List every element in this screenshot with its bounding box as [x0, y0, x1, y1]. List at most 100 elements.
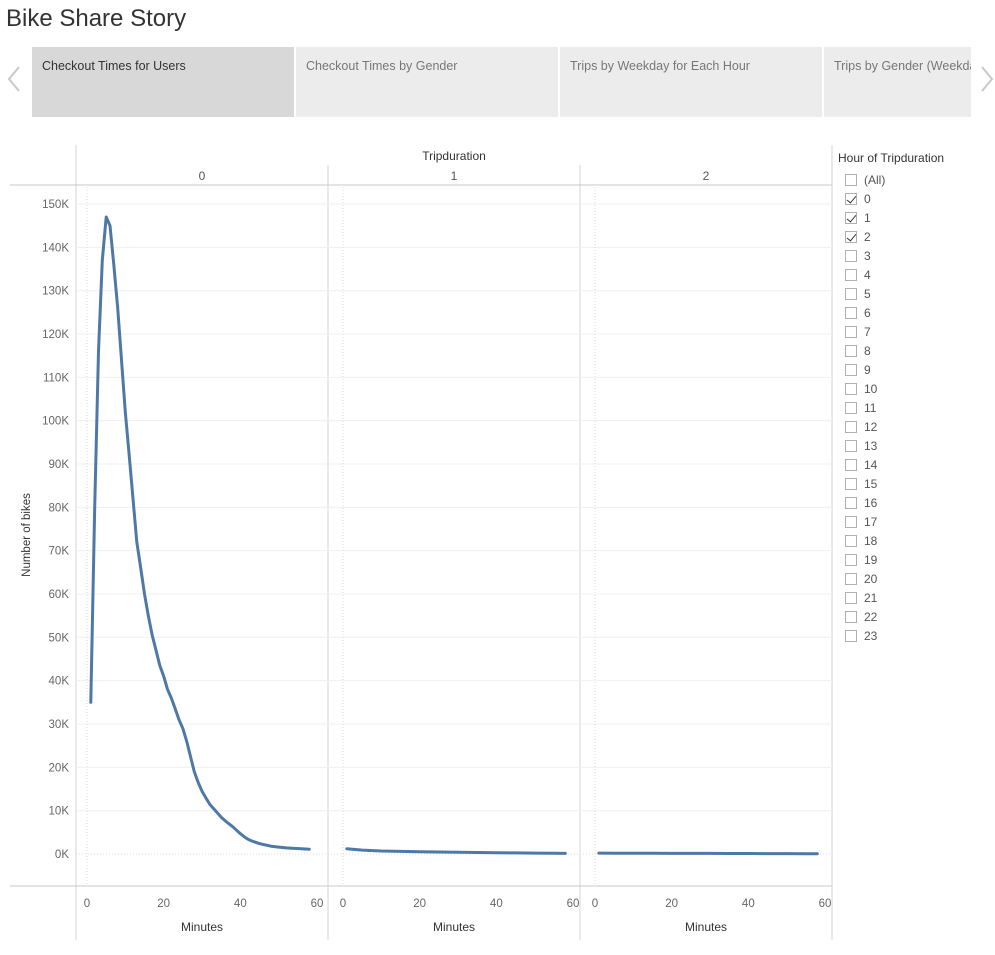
filter-item[interactable]: 19 [838, 550, 993, 569]
filter-item[interactable]: 9 [838, 360, 993, 379]
filter-checkbox[interactable] [845, 363, 857, 376]
filter-checkbox[interactable] [845, 192, 857, 205]
y-tick-label: 10K [49, 806, 70, 818]
x-tick-label: 40 [742, 898, 755, 910]
chart-lines [89, 215, 819, 856]
filter-item[interactable]: 13 [838, 436, 993, 455]
filter-checkbox[interactable] [845, 249, 857, 262]
filter-item[interactable]: 21 [838, 588, 993, 607]
filter-checkbox[interactable] [845, 496, 857, 509]
x-tick-label: 0 [592, 898, 598, 910]
filter-item[interactable]: 4 [838, 265, 993, 284]
filter-checkbox[interactable] [845, 306, 857, 319]
x-tick-label: 60 [311, 898, 324, 910]
chart-ticks: 0K10K20K30K40K50K60K70K80K90K100K110K120… [42, 169, 831, 934]
filter-checkbox[interactable] [845, 591, 857, 604]
chart-frame [10, 145, 833, 940]
tab-trips-by-weekday[interactable]: Trips by Weekday for Each Hour [560, 47, 822, 117]
y-tick-label: 60K [49, 589, 70, 601]
filter-item[interactable]: 3 [838, 246, 993, 265]
filter-checkbox[interactable] [845, 553, 857, 566]
filter-item-label: 8 [864, 343, 871, 358]
filter-item[interactable]: 6 [838, 303, 993, 322]
filter-checkbox[interactable] [845, 344, 857, 357]
y-tick-label: 70K [49, 546, 70, 558]
tab-checkout-times-by-gender[interactable]: Checkout Times by Gender [296, 47, 558, 117]
y-tick-label: 40K [49, 676, 70, 688]
filter-checkbox[interactable] [845, 325, 857, 338]
filter-item-label: 23 [864, 628, 878, 643]
filter-item[interactable]: 12 [838, 417, 993, 436]
filter-item-label: 7 [864, 324, 871, 339]
tab-trips-by-gender[interactable]: Trips by Gender (Weekday per Hour) [824, 47, 971, 117]
y-tick-label: 110K [43, 372, 69, 384]
filter-checkbox[interactable] [845, 211, 857, 224]
series-line-1 [345, 847, 567, 855]
filter-checkbox[interactable] [845, 268, 857, 281]
chevron-right-icon[interactable] [980, 66, 994, 92]
y-tick-label: 120K [42, 329, 69, 341]
filter-checkbox[interactable] [845, 420, 857, 433]
filter-item[interactable]: 22 [838, 607, 993, 626]
tab-checkout-times-for-users[interactable]: Checkout Times for Users [32, 47, 294, 117]
filter-checkbox[interactable] [845, 230, 857, 243]
filter-item[interactable]: 2 [838, 227, 993, 246]
filter-checkbox[interactable] [845, 572, 857, 585]
filter-item[interactable]: 5 [838, 284, 993, 303]
filter-checkbox[interactable] [845, 382, 857, 395]
filter-item[interactable]: 0 [838, 189, 993, 208]
filter-item[interactable]: 18 [838, 531, 993, 550]
x-axis-label: Minutes [181, 920, 223, 934]
x-tick-label: 0 [84, 898, 90, 910]
filter-item-label: 20 [864, 571, 878, 586]
series-line-0 [89, 215, 311, 851]
x-tick-label: 60 [567, 898, 580, 910]
filter-checkbox[interactable] [845, 477, 857, 490]
filter-item[interactable]: 11 [838, 398, 993, 417]
filter-item[interactable]: (All) [838, 170, 993, 189]
x-tick-label: 40 [234, 898, 247, 910]
filter-checkbox[interactable] [845, 515, 857, 528]
checkout-times-chart: 0K10K20K30K40K50K60K70K80K90K100K110K120… [10, 145, 833, 940]
filter-item[interactable]: 14 [838, 455, 993, 474]
chart-title: Tripduration [422, 149, 486, 163]
filter-item-label: 14 [864, 457, 878, 472]
filter-item[interactable]: 23 [838, 626, 993, 645]
y-tick-label: 130K [42, 286, 69, 298]
filter-checkbox[interactable] [845, 610, 857, 623]
filter-item[interactable]: 1 [838, 208, 993, 227]
x-tick-label: 20 [665, 898, 678, 910]
chevron-left-icon[interactable] [7, 66, 21, 92]
filter-checkbox[interactable] [845, 458, 857, 471]
filter-item-label: 22 [864, 609, 878, 624]
x-tick-label: 40 [490, 898, 503, 910]
hour-filter: Hour of Tripduration (All) 0 1 2 3 4 5 6 7 8 9 10 11… [838, 150, 993, 645]
x-tick-label: 0 [340, 898, 346, 910]
filter-item-label: 12 [864, 419, 878, 434]
filter-checkbox[interactable] [845, 534, 857, 547]
filter-item[interactable]: 20 [838, 569, 993, 588]
chart-grid [76, 187, 832, 886]
filter-item[interactable]: 15 [838, 474, 993, 493]
filter-item[interactable]: 16 [838, 493, 993, 512]
filter-item-label: 6 [864, 305, 871, 320]
filter-checkbox[interactable] [845, 287, 857, 300]
filter-item[interactable]: 10 [838, 379, 993, 398]
panel-header: 1 [451, 169, 458, 183]
filter-checkbox[interactable] [845, 629, 857, 642]
story-tabs: Checkout Times for Users Checkout Times … [32, 47, 971, 117]
filter-item-label: 2 [864, 229, 871, 244]
filter-item-label: 1 [864, 210, 871, 225]
filter-item-label: 17 [864, 514, 878, 529]
filter-item[interactable]: 7 [838, 322, 993, 341]
y-axis-label: Number of bikes [21, 493, 33, 577]
filter-item[interactable]: 8 [838, 341, 993, 360]
filter-checkbox[interactable] [845, 173, 857, 186]
panel-header: 0 [199, 169, 206, 183]
filter-item-label: 21 [864, 590, 878, 605]
filter-checkbox[interactable] [845, 401, 857, 414]
filter-item-label: (All) [864, 172, 886, 187]
filter-item[interactable]: 17 [838, 512, 993, 531]
y-tick-label: 20K [49, 762, 70, 774]
filter-checkbox[interactable] [845, 439, 857, 452]
